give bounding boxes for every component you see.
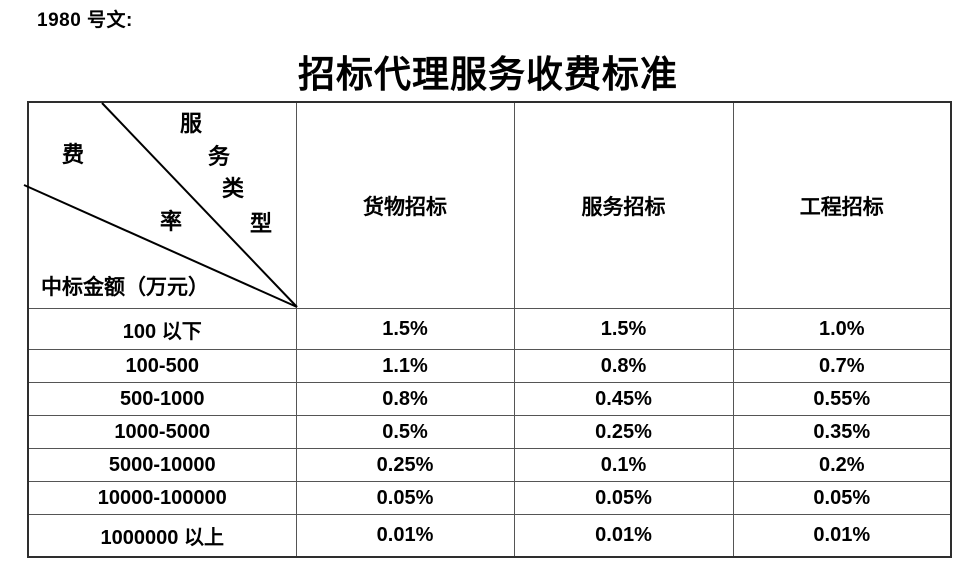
rate-cell: 0.8%: [295, 382, 515, 417]
rate-cell: 0.55%: [732, 382, 952, 417]
rate-cell: 0.5%: [295, 415, 515, 450]
doc-number-label: 1980 号文:: [37, 10, 133, 31]
rate-cell: 0.01%: [295, 514, 515, 558]
amount-range-cell: 100 以下: [27, 307, 297, 351]
corner-char-type2: 型: [250, 211, 273, 237]
diagonal-divider-lines: [23, 102, 298, 308]
rate-cell: 0.45%: [513, 382, 734, 417]
rate-cell: 0.01%: [732, 514, 952, 558]
rate-cell: 0.05%: [732, 481, 952, 516]
column-header-goods-bidding: 货物招标: [295, 101, 515, 309]
table-row: 1000000 以上 0.01% 0.01% 0.01%: [27, 514, 952, 558]
amount-range-cell: 1000-5000: [27, 415, 297, 450]
column-header-services-bidding: 服务招标: [513, 101, 734, 309]
amount-range-cell: 1000000 以上: [27, 514, 297, 558]
amount-range-cell: 10000-100000: [27, 481, 297, 516]
rate-cell: 0.8%: [513, 349, 734, 384]
corner-amount-axis-label: 中标金额（万元）: [41, 274, 209, 299]
amount-range-cell: 100-500: [27, 349, 297, 384]
corner-char-type1: 类: [222, 176, 245, 202]
corner-header-cell: 费 服 务 类 率 型 中标金额（万元）: [23, 101, 298, 309]
rate-cell: 0.05%: [295, 481, 515, 516]
table-row: 100-500 1.1% 0.8% 0.7%: [27, 349, 952, 384]
header-row: 费 服 务 类 率 型 中标金额（万元） 货物招标 服务招标 工程招标: [23, 101, 952, 309]
rate-cell: 1.5%: [295, 307, 515, 351]
fee-table: 费 服 务 类 率 型 中标金额（万元） 货物招标 服务招标 工程招标 100 …: [23, 101, 952, 558]
rate-cell: 0.01%: [513, 514, 734, 558]
rate-cell: 0.05%: [513, 481, 734, 516]
table-row: 500-1000 0.8% 0.45% 0.55%: [27, 382, 952, 417]
rate-cell: 0.25%: [513, 415, 734, 450]
amount-range-cell: 5000-10000: [27, 448, 297, 483]
column-header-works-bidding: 工程招标: [732, 101, 952, 309]
rate-cell: 1.5%: [513, 307, 734, 351]
rate-cell: 0.1%: [513, 448, 734, 483]
table-row: 100 以下 1.5% 1.5% 1.0%: [27, 307, 952, 351]
corner-char-service2: 务: [208, 144, 231, 170]
rate-cell: 0.2%: [732, 448, 952, 483]
corner-char-rate: 率: [160, 209, 183, 235]
amount-range-cell: 500-1000: [27, 382, 297, 417]
rate-cell: 1.1%: [295, 349, 515, 384]
page-title: 招标代理服务收费标准: [298, 52, 678, 96]
rate-cell: 0.35%: [732, 415, 952, 450]
rate-cell: 0.7%: [732, 349, 952, 384]
table-row: 10000-100000 0.05% 0.05% 0.05%: [27, 481, 952, 516]
table-row: 5000-10000 0.25% 0.1% 0.2%: [27, 448, 952, 483]
corner-char-service1: 服: [180, 111, 203, 137]
corner-char-fee: 费: [62, 142, 85, 168]
table-row: 1000-5000 0.5% 0.25% 0.35%: [27, 415, 952, 450]
rate-cell: 1.0%: [732, 307, 952, 351]
rate-cell: 0.25%: [295, 448, 515, 483]
